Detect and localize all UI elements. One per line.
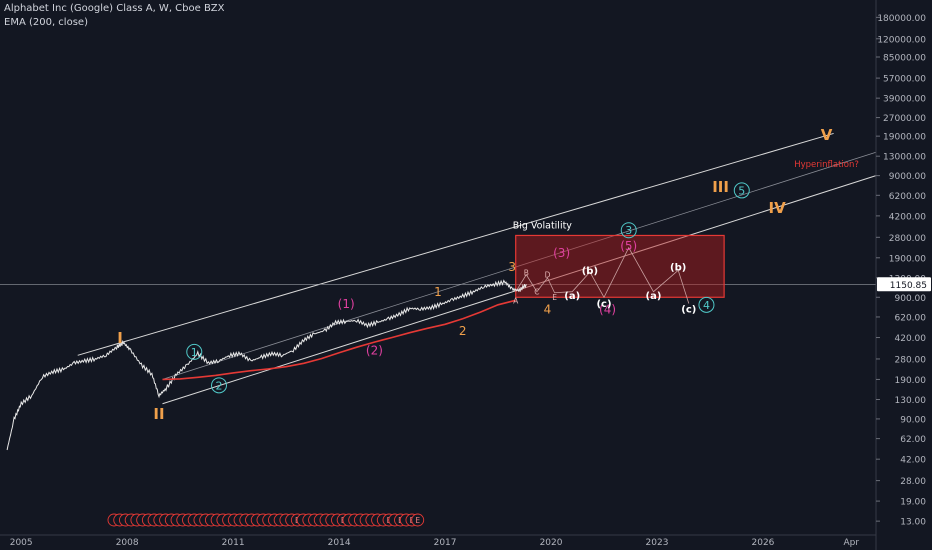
y-tick-label-4: 39000.00 (883, 95, 926, 105)
y-tick-label-2: 85000.00 (883, 53, 926, 63)
y-tick-label-6: 19000.00 (883, 133, 926, 143)
wave-label-13: (5) (620, 239, 637, 253)
y-tick-label-7: 13000.00 (883, 153, 926, 163)
price-series (6, 279, 527, 451)
y-tick-label-19: 130.00 (895, 396, 927, 406)
wave-label-23: (a) (646, 291, 662, 302)
wave-circle-5 (186, 343, 203, 360)
y-tick-label-5: 27000.00 (883, 114, 926, 124)
y-tick-label-14: 900.00 (895, 294, 927, 304)
x-tick-label-3: 2014 (328, 538, 351, 548)
wave-label-22: (b) (670, 262, 686, 273)
wave-label-10: (1) (338, 297, 355, 311)
wave-label-2: III (712, 178, 729, 196)
y-tick-label-18: 190.00 (895, 376, 927, 386)
events-row: EEEEEE (107, 513, 425, 527)
x-tick-label-6: 2023 (646, 538, 669, 548)
wave-label-11: (2) (366, 344, 383, 358)
wave-label-19: (b) (582, 266, 598, 277)
y-tick-label-17: 280.00 (895, 355, 927, 365)
wave-label-8: 4 (703, 299, 710, 312)
wave-label-26: B (524, 269, 529, 278)
wave-label-5: 1 (191, 346, 198, 359)
wave-label-9: 5 (738, 184, 745, 197)
wave-label-29: E (552, 293, 557, 302)
wave-circle-6 (211, 377, 227, 394)
chart-title: Alphabet Inc (Google) Class A, W, Cboe B… (4, 3, 225, 14)
y-tick-label-11: 2800.00 (889, 234, 926, 244)
wave-circle-8 (698, 296, 715, 313)
wave-label-15: 1 (434, 285, 442, 299)
y-tick-label-16: 420.00 (895, 334, 927, 344)
big-volatility-rect (515, 234, 725, 298)
y-tick-label-3: 57000.00 (883, 75, 926, 85)
wave-circle-9 (733, 182, 750, 199)
wave-label-12: (3) (553, 246, 570, 260)
current-price-tag (877, 277, 931, 292)
x-tick-label-1: 2008 (116, 538, 139, 548)
y-tick-label-15: 620.00 (895, 313, 927, 323)
y-tick-label-9: 6200.00 (889, 192, 926, 202)
y-tick-label-1: 120000.00 (877, 35, 926, 45)
wave-label-25: A (513, 297, 519, 306)
price-line (6, 279, 527, 451)
event-marker-53[interactable]: E (411, 513, 425, 527)
x-tick-label-7: 2026 (752, 538, 775, 548)
wave-label-4: V (821, 126, 833, 144)
y-tick-label-25: 13.00 (900, 518, 926, 528)
y-tick-label-10: 4200.00 (889, 212, 926, 222)
y-tick-label-20: 90.00 (900, 415, 926, 425)
projection-zigzag (515, 246, 690, 304)
volatility-box: Big Volatility (513, 220, 725, 304)
wave-label-30: Hyperinflation? (794, 160, 859, 170)
wave-label-24: (c) (681, 305, 696, 316)
wave-label-27: C (534, 287, 539, 296)
y-tick-label-24: 19.00 (900, 498, 926, 508)
wave-label-6: 2 (216, 379, 223, 392)
channel-middle-line (162, 151, 877, 380)
x-tick-label-0: 2005 (10, 538, 33, 548)
channel-lines (0, 132, 877, 405)
wave-label-1: II (153, 405, 164, 423)
wave-label-7: 3 (625, 224, 632, 237)
y-tick-label-21: 62.00 (900, 435, 926, 445)
wave-labels: IIIIIIIVV12345(1)(2)(3)(5)(4)1234(b)(a)(… (117, 126, 859, 423)
x-tick-label-5: 2020 (540, 538, 563, 548)
indicator-legend[interactable]: EMA (200, close) (4, 17, 88, 28)
wave-label-21: (c) (596, 299, 611, 310)
x-tick-label-2: 2011 (222, 538, 245, 548)
y-tick-label-12: 1900.00 (889, 254, 926, 264)
wave-label-20: (a) (564, 291, 580, 302)
wave-label-28: D (545, 270, 551, 279)
y-tick-label-22: 42.00 (900, 456, 926, 466)
price-axis-bg (876, 0, 932, 550)
wave-label-17: 3 (508, 260, 516, 274)
y-tick-label-8: 9000.00 (889, 172, 926, 182)
wave-label-3: IV (768, 199, 786, 217)
time-axis[interactable]: 2005 2008 2011 2014 2017 2020 2023 2026 Apr (0, 534, 876, 548)
channel-upper-line (77, 132, 834, 356)
current-price-label: 1150.85 (890, 281, 927, 291)
x-tick-label-8: Apr (843, 538, 859, 548)
wave-circle-7 (620, 222, 637, 239)
wave-label-18: 4 (544, 302, 552, 316)
event-label-53: E (415, 516, 420, 525)
y-tick-label-23: 28.00 (900, 477, 926, 487)
price-axis[interactable]: 180000.00 120000.00 85000.00 57000.00 39000.… (875, 0, 932, 550)
wave-label-14: (4) (599, 302, 616, 316)
y-tick-label-0: 180000.00 (877, 14, 926, 24)
ema-200-line (162, 299, 516, 381)
big-volatility-label: Big Volatility (513, 220, 573, 231)
wave-label-0: I (117, 329, 123, 347)
wave-label-16: 2 (459, 324, 467, 338)
x-tick-label-4: 2017 (434, 538, 457, 548)
